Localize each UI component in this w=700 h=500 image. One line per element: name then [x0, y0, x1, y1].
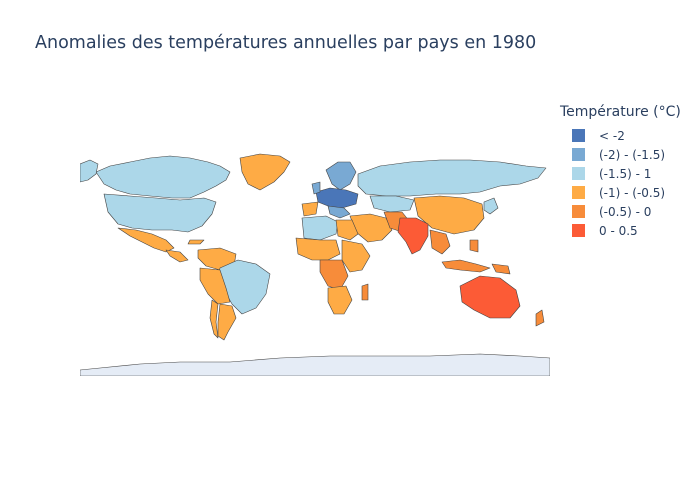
country-chile[interactable] [209, 299, 219, 339]
legend-swatch [572, 167, 585, 180]
country-north-africa-west[interactable] [301, 215, 339, 241]
chart-title: Anomalies des températures annuelles par… [35, 33, 537, 53]
legend-swatch [572, 205, 585, 218]
country-russia[interactable] [357, 159, 547, 197]
country-north-africa-east[interactable] [335, 219, 359, 241]
legend-swatch [572, 129, 585, 142]
country-italy-balkans[interactable] [327, 205, 351, 219]
legend-label: (-2) - (-1.5) [599, 147, 666, 162]
legend-item-neg1-neg0-5[interactable]: (-1) - (-0.5) [560, 183, 695, 202]
country-indonesia[interactable] [441, 259, 491, 273]
country-usa[interactable] [103, 193, 217, 233]
country-cuba[interactable] [187, 239, 205, 245]
country-japan-korea[interactable] [483, 197, 499, 215]
choropleth-map[interactable] [80, 100, 550, 376]
country-mongolia-china[interactable] [413, 195, 485, 235]
country-papua[interactable] [491, 263, 511, 275]
country-uk[interactable] [311, 181, 321, 195]
legend-swatch [572, 186, 585, 199]
legend-label: 0 - 0.5 [599, 223, 638, 238]
legend-label: < -2 [599, 128, 625, 143]
legend-swatch [572, 148, 585, 161]
legend-title: Température (°C) [560, 104, 681, 120]
world-map-svg[interactable] [80, 100, 550, 376]
country-madagascar[interactable] [361, 283, 369, 301]
country-west-africa[interactable] [295, 237, 341, 261]
country-middle-east[interactable] [349, 213, 393, 243]
country-new-zealand[interactable] [535, 309, 545, 327]
country-scandinavia[interactable] [325, 161, 357, 191]
country-canada[interactable] [95, 155, 231, 199]
region-antarctica[interactable] [80, 353, 550, 376]
legend-swatch [572, 224, 585, 237]
country-southeast-asia[interactable] [429, 229, 451, 255]
country-southern-africa[interactable] [327, 285, 353, 315]
country-argentina[interactable] [217, 303, 237, 341]
legend-label: (-1) - (-0.5) [599, 185, 666, 200]
country-kazakhstan[interactable] [369, 195, 415, 213]
legend-item-neg1-5-1[interactable]: (-1.5) - 1 [560, 164, 695, 183]
legend-item-neg0-5-0[interactable]: (-0.5) - 0 [560, 202, 695, 221]
country-india-pakistan[interactable] [397, 217, 429, 255]
country-philippines[interactable] [469, 239, 479, 253]
country-iberia[interactable] [301, 201, 319, 217]
country-peru-bolivia[interactable] [199, 267, 231, 305]
country-greenland[interactable] [239, 153, 291, 191]
country-mexico[interactable] [117, 227, 175, 253]
legend-label: (-1.5) - 1 [599, 166, 652, 181]
country-central-america[interactable] [165, 249, 189, 263]
legend-item-0-0-5[interactable]: 0 - 0.5 [560, 221, 695, 240]
legend-item-neg2-neg1-5[interactable]: (-2) - (-1.5) [560, 145, 695, 164]
legend-label: (-0.5) - 0 [599, 204, 652, 219]
country-east-africa[interactable] [341, 239, 371, 273]
country-australia[interactable] [459, 275, 521, 319]
country-western-europe[interactable] [315, 187, 359, 209]
country-central-africa[interactable] [319, 259, 349, 291]
legend: Température (°C) < -2 (-2) - (-1.5) (-1.… [560, 104, 695, 240]
country-alaska[interactable] [80, 159, 99, 183]
legend-item-lt-neg2[interactable]: < -2 [560, 126, 695, 145]
